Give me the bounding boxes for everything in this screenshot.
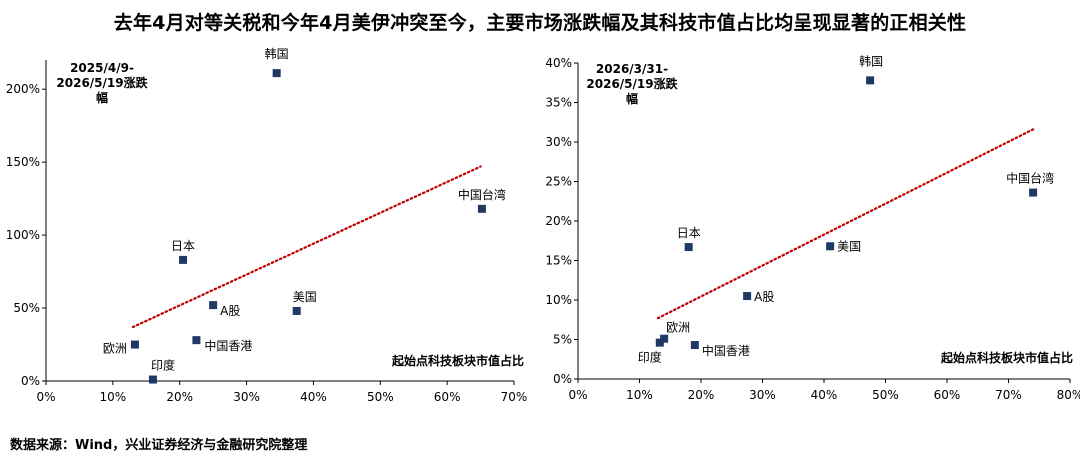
data-point-label: 印度 [151,358,175,373]
data-point [743,292,752,301]
x-tick-label: 40% [811,388,838,402]
data-point [655,338,664,347]
data-point-label: 韩国 [859,53,883,68]
scatter-chart-2026: 0% 5% 10% 15% 20% 25% 30% 35% 40% 0% 10% 20% 30% 40% 5… [545,53,1080,402]
data-point [866,76,875,85]
data-point-label: 中国香港 [204,338,252,353]
data-point-label: 美国 [837,239,861,253]
data-point [1029,188,1038,197]
x-tick-label: 10% [100,390,127,404]
data-point [690,341,699,350]
page-title: 去年4月对等关税和今年4月美伊冲突至今，主要市场涨跌幅及其科技市值占比均呈现显著… [113,12,967,34]
data-point-label: 中国台湾 [1006,171,1054,186]
period-annotation-line: 2025/4/9- [70,61,134,75]
y-tick-label: 20% [545,214,572,228]
y-tick-label: 200% [6,82,40,96]
x-tick-label: 20% [166,390,193,404]
scatter-chart-2025: 0% 50% 100% 150% 200% 0% 10% 20% 30% 40% 50% 60% 70%… [6,46,528,404]
x-tick-label: 80% [1057,388,1080,402]
x-tick-label: 60% [934,388,961,402]
data-point [192,336,201,345]
data-point [148,375,157,384]
y-tick-label: 0% [21,374,40,388]
data-point-label: A股 [754,290,774,304]
data-point-label: 中国香港 [702,343,750,358]
data-point [826,242,835,251]
period-annotation-line: 2026/5/19涨跌 [586,76,678,91]
y-tick-label: 35% [545,96,572,110]
period-annotation-line: 2026/5/19涨跌 [56,75,148,90]
data-point-label: 中国台湾 [458,187,506,202]
x-tick-label: 20% [688,388,715,402]
x-tick-label: 0% [568,388,587,402]
period-annotation-line: 幅 [96,90,108,105]
data-point [130,340,139,349]
data-point [660,334,669,343]
y-tick-label: 5% [553,333,572,347]
y-tick-label: 30% [545,135,572,149]
data-point [179,255,188,264]
data-source-note: 数据来源：Wind，兴业证券经济与金融研究院整理 [10,438,308,453]
x-tick-label: 10% [626,388,653,402]
x-tick-label: 60% [434,390,461,404]
data-point [292,306,301,315]
data-point-label: 印度 [638,350,662,365]
data-point-label: 韩国 [265,46,289,61]
x-tick-label: 40% [300,390,327,404]
data-point-label: 欧洲 [666,321,690,335]
data-point [684,243,693,252]
period-annotation-line: 2026/3/31- [596,62,668,76]
x-tick-label: 30% [233,390,260,404]
x-tick-label: 0% [36,390,55,404]
data-point-label: 日本 [677,226,701,240]
y-tick-label: 100% [6,228,40,242]
period-annotation-line: 幅 [626,91,638,106]
x-tick-label: 70% [501,390,528,404]
x-tick-label: 70% [995,388,1022,402]
x-tick-label: 50% [872,388,899,402]
data-point [272,69,281,78]
y-tick-label: 10% [545,293,572,307]
x-axis-label: 起始点科技板块市值占比 [940,350,1073,365]
y-tick-label: 25% [545,175,572,189]
x-tick-label: 30% [749,388,776,402]
trend-line [656,128,1035,320]
y-tick-label: 150% [6,155,40,169]
data-point-label: 美国 [293,290,317,304]
data-point-label: 欧洲 [103,342,127,356]
y-tick-label: 0% [553,372,572,386]
y-tick-label: 50% [13,301,40,315]
y-tick-label: 40% [545,56,572,70]
data-point [477,204,486,213]
data-point-label: A股 [220,304,240,318]
trend-line [131,165,482,329]
data-point [209,301,218,310]
x-tick-label: 50% [367,390,394,404]
data-point-label: 日本 [171,239,195,253]
x-axis-label: 起始点科技板块市值占比 [391,353,524,368]
y-tick-label: 15% [545,254,572,268]
